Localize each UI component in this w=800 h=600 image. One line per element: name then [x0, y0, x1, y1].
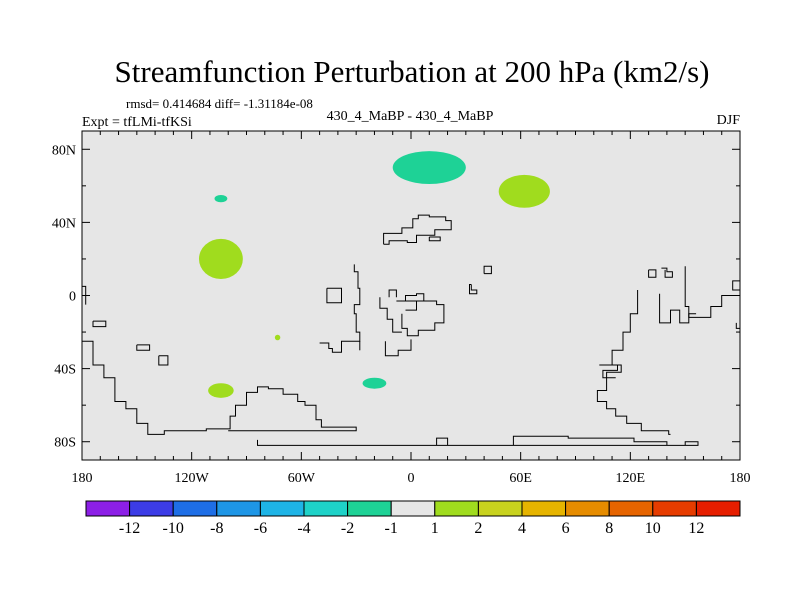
y-tick-label: 80N — [52, 143, 76, 158]
x-tick-label: 120W — [175, 471, 210, 486]
coastline — [379, 297, 402, 333]
colorbar-swatch — [85, 500, 131, 517]
colorbar-label: -10 — [163, 520, 184, 537]
coastline — [599, 364, 618, 379]
y-tick-label: 40N — [52, 216, 76, 231]
x-tick-label: 180 — [72, 471, 93, 486]
anomaly-region — [392, 151, 466, 185]
colorbar-label: -1 — [385, 520, 398, 537]
y-tick-label: 80S — [54, 436, 76, 451]
coastline — [383, 214, 452, 245]
x-tick-label: 0 — [408, 471, 415, 486]
anomaly-region — [214, 194, 228, 203]
colorbar-swatch — [521, 500, 567, 517]
season-label: DJF — [717, 113, 741, 128]
coastline — [82, 285, 87, 305]
colorbar-swatch — [303, 500, 349, 517]
coastline — [257, 435, 699, 446]
coastline — [428, 236, 441, 242]
colorbar-label: -4 — [297, 520, 310, 537]
anomaly-region — [362, 377, 387, 389]
x-tick-label: 120E — [616, 471, 646, 486]
colorbar-label: 2 — [474, 520, 482, 537]
coastline — [661, 267, 673, 278]
anomaly-region — [208, 383, 234, 398]
colorbar-swatch — [172, 500, 218, 517]
subtitle-label: 430_4_MaBP - 430_4_MaBP — [327, 109, 494, 124]
axis-layer: 180 120W 60W 0 60E 120E 180 80N 40N 0 40S 80S — [52, 131, 751, 486]
colorbar-label: -2 — [341, 520, 354, 537]
colorbar-swatch — [565, 500, 610, 517]
coastline-layer — [82, 214, 740, 446]
coastline — [388, 289, 397, 298]
colorbar-label: -6 — [254, 520, 267, 537]
colorbar-label: 6 — [562, 520, 570, 537]
colorbar-swatch — [434, 500, 479, 517]
colorbar-label: -12 — [119, 520, 140, 537]
colorbar-swatch — [347, 500, 392, 517]
coastline — [401, 300, 445, 337]
chart-title: Streamfunction Perturbation at 200 hPa (… — [115, 54, 710, 89]
coastline — [319, 264, 361, 353]
colorbar-label: 4 — [518, 520, 526, 537]
coastline — [469, 284, 478, 295]
coastline — [326, 287, 342, 304]
colorbar-swatch — [695, 500, 741, 517]
colorbar-label: 12 — [688, 520, 704, 537]
colorbar-swatch — [652, 500, 697, 517]
coastline — [136, 344, 151, 351]
coastline — [384, 339, 412, 357]
y-tick-label: 40S — [54, 363, 76, 378]
experiment-label: Expt = tfLMi-tfKSi — [82, 115, 192, 130]
coastline — [82, 340, 357, 435]
coastline — [648, 269, 657, 278]
anomaly-region — [198, 238, 243, 280]
coastline — [596, 290, 671, 435]
coastline — [732, 280, 740, 291]
y-tick-label: 0 — [69, 290, 76, 305]
x-tick-label: 60W — [288, 471, 316, 486]
colorbar-swatch — [216, 500, 261, 517]
x-tick-label: 180 — [730, 471, 751, 486]
colorbar-swatch — [259, 500, 305, 517]
anomaly-region — [274, 334, 281, 341]
colorbar: -12 -10 -8 -6 -4 -2 -1 1 2 4 6 8 10 12 — [85, 500, 741, 537]
x-tick-label: 60E — [509, 471, 532, 486]
anomaly-layer — [198, 151, 550, 398]
coastline — [735, 322, 740, 329]
colorbar-label: 1 — [431, 520, 439, 537]
coastline — [396, 293, 425, 311]
stats-label: rmsd= 0.414684 diff= -1.31184e-08 — [126, 96, 313, 111]
colorbar-label: 8 — [605, 520, 613, 537]
coastline — [158, 355, 169, 366]
colorbar-swatch — [477, 500, 523, 517]
colorbar-label: 10 — [645, 520, 661, 537]
coastline — [684, 266, 740, 318]
coastline — [92, 320, 107, 328]
colorbar-swatch — [129, 500, 174, 517]
anomaly-region — [498, 174, 550, 208]
colorbar-swatch — [390, 500, 436, 517]
colorbar-swatch — [608, 500, 654, 517]
coastline — [483, 265, 492, 275]
colorbar-label: -8 — [210, 520, 223, 537]
